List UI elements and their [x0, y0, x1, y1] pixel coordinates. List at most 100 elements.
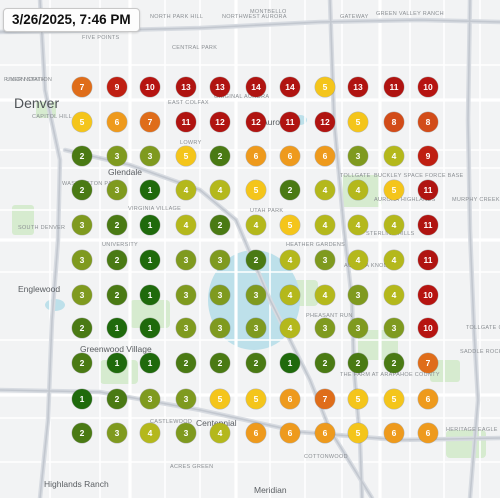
grid-marker-r10-c1[interactable]: 1 [72, 389, 92, 409]
grid-marker-r9-c10[interactable]: 2 [384, 353, 404, 373]
grid-marker-r9-c9[interactable]: 2 [348, 353, 368, 373]
grid-marker-r11-c9[interactable]: 5 [348, 423, 368, 443]
grid-marker-r1-c2[interactable]: 9 [107, 77, 127, 97]
grid-marker-r11-c8[interactable]: 6 [315, 423, 335, 443]
grid-marker-r8-c2[interactable]: 1 [107, 318, 127, 338]
grid-marker-r10-c7[interactable]: 6 [280, 389, 300, 409]
grid-marker-r8-c5[interactable]: 3 [210, 318, 230, 338]
grid-marker-r10-c9[interactable]: 5 [348, 389, 368, 409]
grid-marker-r11-c11[interactable]: 6 [418, 423, 438, 443]
grid-marker-r5-c3[interactable]: 1 [140, 215, 160, 235]
grid-marker-r5-c5[interactable]: 2 [210, 215, 230, 235]
grid-marker-r8-c7[interactable]: 4 [280, 318, 300, 338]
grid-marker-r4-c6[interactable]: 5 [246, 180, 266, 200]
grid-marker-r4-c4[interactable]: 4 [176, 180, 196, 200]
grid-marker-r4-c3[interactable]: 1 [140, 180, 160, 200]
grid-marker-r6-c5[interactable]: 3 [210, 250, 230, 270]
grid-marker-r8-c4[interactable]: 3 [176, 318, 196, 338]
grid-marker-r5-c6[interactable]: 4 [246, 215, 266, 235]
grid-marker-r11-c4[interactable]: 3 [176, 423, 196, 443]
grid-marker-r4-c8[interactable]: 4 [315, 180, 335, 200]
grid-marker-r1-c3[interactable]: 10 [140, 77, 160, 97]
grid-marker-r2-c9[interactable]: 5 [348, 112, 368, 132]
grid-marker-r3-c8[interactable]: 6 [315, 146, 335, 166]
grid-marker-r7-c5[interactable]: 3 [210, 285, 230, 305]
grid-marker-r7-c11[interactable]: 10 [418, 285, 438, 305]
grid-marker-r10-c3[interactable]: 3 [140, 389, 160, 409]
grid-marker-r9-c4[interactable]: 2 [176, 353, 196, 373]
grid-marker-r1-c6[interactable]: 14 [246, 77, 266, 97]
grid-marker-r5-c1[interactable]: 3 [72, 215, 92, 235]
grid-marker-r11-c3[interactable]: 4 [140, 423, 160, 443]
grid-marker-r6-c1[interactable]: 3 [72, 250, 92, 270]
grid-marker-r9-c8[interactable]: 2 [315, 353, 335, 373]
grid-marker-r10-c8[interactable]: 7 [315, 389, 335, 409]
grid-marker-r7-c10[interactable]: 4 [384, 285, 404, 305]
grid-marker-r10-c2[interactable]: 2 [107, 389, 127, 409]
grid-marker-r3-c1[interactable]: 2 [72, 146, 92, 166]
grid-marker-r5-c7[interactable]: 5 [280, 215, 300, 235]
grid-marker-r1-c10[interactable]: 11 [384, 77, 404, 97]
grid-marker-r3-c6[interactable]: 6 [246, 146, 266, 166]
grid-marker-r7-c6[interactable]: 3 [246, 285, 266, 305]
grid-marker-r8-c8[interactable]: 3 [315, 318, 335, 338]
grid-marker-r7-c9[interactable]: 3 [348, 285, 368, 305]
grid-marker-r6-c2[interactable]: 2 [107, 250, 127, 270]
grid-marker-r6-c8[interactable]: 3 [315, 250, 335, 270]
grid-marker-r1-c4[interactable]: 13 [176, 77, 196, 97]
grid-marker-r10-c10[interactable]: 5 [384, 389, 404, 409]
grid-marker-r5-c8[interactable]: 4 [315, 215, 335, 235]
grid-marker-r2-c3[interactable]: 7 [140, 112, 160, 132]
grid-marker-r4-c9[interactable]: 4 [348, 180, 368, 200]
grid-marker-r3-c7[interactable]: 6 [280, 146, 300, 166]
grid-marker-r3-c9[interactable]: 3 [348, 146, 368, 166]
grid-marker-r4-c11[interactable]: 11 [418, 180, 438, 200]
grid-marker-r4-c10[interactable]: 5 [384, 180, 404, 200]
grid-marker-r3-c4[interactable]: 5 [176, 146, 196, 166]
grid-marker-r9-c7[interactable]: 1 [280, 353, 300, 373]
grid-marker-r11-c6[interactable]: 6 [246, 423, 266, 443]
grid-marker-r10-c11[interactable]: 6 [418, 389, 438, 409]
grid-marker-r5-c11[interactable]: 11 [418, 215, 438, 235]
grid-marker-r8-c6[interactable]: 3 [246, 318, 266, 338]
grid-marker-r10-c5[interactable]: 5 [210, 389, 230, 409]
grid-marker-r1-c1[interactable]: 7 [72, 77, 92, 97]
grid-marker-r4-c2[interactable]: 3 [107, 180, 127, 200]
grid-marker-r4-c7[interactable]: 2 [280, 180, 300, 200]
grid-marker-r2-c2[interactable]: 6 [107, 112, 127, 132]
grid-marker-r4-c1[interactable]: 2 [72, 180, 92, 200]
grid-marker-r3-c2[interactable]: 3 [107, 146, 127, 166]
grid-marker-r11-c5[interactable]: 4 [210, 423, 230, 443]
grid-marker-r9-c6[interactable]: 2 [246, 353, 266, 373]
grid-marker-r1-c9[interactable]: 13 [348, 77, 368, 97]
grid-marker-r11-c7[interactable]: 6 [280, 423, 300, 443]
grid-marker-r9-c11[interactable]: 7 [418, 353, 438, 373]
grid-marker-r6-c9[interactable]: 4 [348, 250, 368, 270]
grid-marker-r10-c4[interactable]: 3 [176, 389, 196, 409]
grid-marker-r9-c2[interactable]: 1 [107, 353, 127, 373]
grid-marker-r10-c6[interactable]: 5 [246, 389, 266, 409]
grid-marker-r1-c7[interactable]: 14 [280, 77, 300, 97]
grid-marker-r2-c4[interactable]: 11 [176, 112, 196, 132]
grid-marker-r11-c10[interactable]: 6 [384, 423, 404, 443]
grid-marker-r1-c5[interactable]: 13 [210, 77, 230, 97]
grid-marker-r9-c3[interactable]: 1 [140, 353, 160, 373]
grid-marker-r11-c1[interactable]: 2 [72, 423, 92, 443]
grid-marker-r5-c10[interactable]: 4 [384, 215, 404, 235]
grid-marker-r6-c7[interactable]: 4 [280, 250, 300, 270]
grid-marker-r2-c1[interactable]: 5 [72, 112, 92, 132]
grid-marker-r2-c11[interactable]: 8 [418, 112, 438, 132]
grid-marker-r3-c10[interactable]: 4 [384, 146, 404, 166]
grid-marker-r1-c11[interactable]: 10 [418, 77, 438, 97]
grid-marker-r3-c11[interactable]: 9 [418, 146, 438, 166]
grid-marker-r9-c5[interactable]: 2 [210, 353, 230, 373]
grid-marker-r2-c8[interactable]: 12 [315, 112, 335, 132]
grid-marker-r2-c7[interactable]: 11 [280, 112, 300, 132]
grid-marker-r8-c9[interactable]: 3 [348, 318, 368, 338]
grid-marker-r6-c10[interactable]: 4 [384, 250, 404, 270]
grid-marker-r7-c8[interactable]: 4 [315, 285, 335, 305]
grid-marker-r6-c4[interactable]: 3 [176, 250, 196, 270]
grid-marker-r6-c3[interactable]: 1 [140, 250, 160, 270]
grid-marker-r9-c1[interactable]: 2 [72, 353, 92, 373]
